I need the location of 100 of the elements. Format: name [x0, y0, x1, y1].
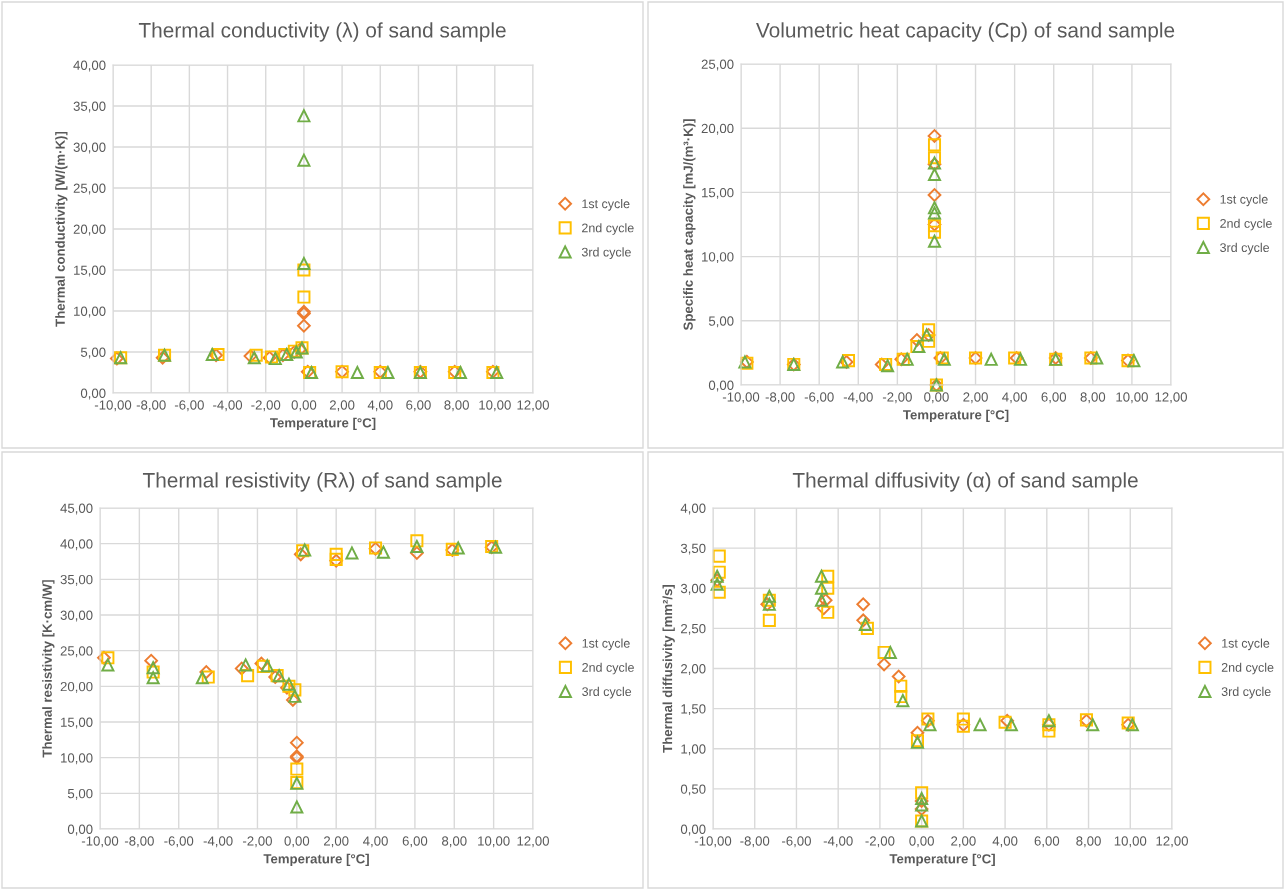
- point: [205, 347, 219, 361]
- x-tick-label: -2,00: [243, 836, 272, 848]
- y-tick-label: 25,00: [60, 646, 93, 658]
- point: [199, 665, 214, 679]
- point: [814, 569, 829, 583]
- point: [201, 670, 215, 684]
- point: [290, 800, 304, 814]
- point: [376, 545, 390, 559]
- point: [858, 617, 872, 631]
- y-tick-label: 0,00: [67, 824, 93, 836]
- point: [146, 665, 160, 679]
- x-axis-title: Temperature [°C]: [263, 853, 369, 867]
- x-tick-label: 6,00: [1034, 836, 1060, 848]
- point: [109, 351, 124, 366]
- y-tick-label: 30,00: [60, 610, 93, 622]
- x-tick-label: -2,00: [882, 392, 912, 404]
- point: [877, 645, 891, 659]
- point: [490, 365, 504, 380]
- point: [856, 597, 871, 612]
- point: [910, 725, 925, 740]
- x-tick-label: -4,00: [203, 836, 233, 848]
- chart-title: Thermal conductivity (λ) of sand sample: [138, 22, 506, 42]
- point: [288, 689, 302, 703]
- x-tick-label: -4,00: [843, 392, 873, 404]
- x-tick-label: -8,00: [765, 392, 795, 404]
- x-axis-title: Temperature [°C]: [889, 853, 995, 867]
- point: [239, 658, 253, 672]
- x-tick-label: 2,00: [951, 836, 976, 848]
- point: [927, 201, 942, 215]
- point: [1127, 354, 1141, 368]
- point: [410, 534, 424, 548]
- y-tick-label: 40,00: [60, 539, 93, 551]
- y-tick-label: 0,00: [708, 380, 734, 392]
- y-tick-label: 4,00: [680, 503, 706, 515]
- x-tick-label: -2,00: [251, 400, 281, 412]
- x-tick-label: 2,00: [963, 392, 988, 404]
- point: [195, 671, 209, 685]
- y-tick-label: 1,00: [681, 744, 706, 756]
- x-tick-label: -4,00: [823, 836, 853, 848]
- x-tick-label: -2,00: [865, 836, 895, 848]
- point: [297, 318, 311, 333]
- x-tick-label: 10,00: [1114, 836, 1147, 848]
- y-tick-label: 2,50: [681, 623, 706, 635]
- y-tick-label: 3,50: [680, 543, 706, 555]
- x-tick-label: -6,00: [164, 836, 194, 848]
- point: [97, 650, 111, 665]
- x-tick-label: 8,00: [442, 836, 467, 848]
- x-tick-label: 12,00: [1156, 836, 1188, 848]
- point: [883, 645, 897, 659]
- legend-label: 1st cycle: [1220, 194, 1268, 207]
- point: [1042, 714, 1056, 728]
- point: [146, 671, 160, 685]
- point: [973, 718, 987, 732]
- x-tick-label: 4,00: [367, 400, 393, 412]
- point: [288, 683, 302, 697]
- point: [914, 802, 929, 816]
- point: [923, 718, 937, 732]
- y-tick-label: 15,00: [74, 265, 106, 277]
- point: [1013, 352, 1028, 366]
- x-tick-label: 4,00: [1002, 392, 1027, 404]
- point: [451, 541, 465, 555]
- point: [1125, 718, 1139, 732]
- x-tick-label: 2,00: [324, 836, 349, 848]
- point: [243, 349, 258, 363]
- point: [915, 798, 929, 812]
- y-tick-label: 5,00: [80, 347, 106, 359]
- y-tick-label: 20,00: [60, 681, 93, 693]
- point: [710, 577, 724, 591]
- y-tick-label: 35,00: [73, 101, 106, 113]
- point: [1090, 351, 1104, 365]
- point: [814, 581, 829, 595]
- point: [762, 593, 776, 607]
- point: [927, 206, 942, 220]
- x-tick-label: -10,00: [94, 400, 132, 412]
- x-tick-label: 0,00: [284, 836, 310, 848]
- point: [762, 589, 776, 603]
- x-tick-label: -6,00: [782, 836, 811, 848]
- y-tick-label: 10,00: [74, 306, 106, 318]
- x-tick-label: -6,00: [804, 392, 834, 404]
- legend-label: 2nd cycle: [582, 662, 634, 675]
- y-tick-label: 3,00: [680, 583, 706, 595]
- point: [489, 540, 503, 554]
- point: [896, 694, 910, 708]
- point: [453, 365, 467, 380]
- legend-label: 3rd cycle: [581, 247, 631, 259]
- point: [1086, 718, 1100, 732]
- point: [927, 234, 942, 248]
- x-axis-title: Temperature [°C]: [270, 417, 376, 431]
- legend-label: 2nd cycle: [582, 223, 634, 235]
- point: [234, 661, 249, 676]
- point: [821, 581, 835, 595]
- x-tick-label: 6,00: [1041, 392, 1067, 404]
- x-tick-label: -10,00: [722, 392, 760, 404]
- x-tick-label: 6,00: [406, 400, 431, 412]
- x-tick-label: -4,00: [213, 400, 243, 412]
- point: [410, 539, 424, 554]
- x-tick-label: -10,00: [81, 836, 119, 848]
- x-tick-label: -10,00: [694, 836, 732, 848]
- y-axis-title: Thermal conductivity [W/(m·K)]: [55, 131, 68, 327]
- legend-label: 3rd cycle: [1220, 242, 1270, 255]
